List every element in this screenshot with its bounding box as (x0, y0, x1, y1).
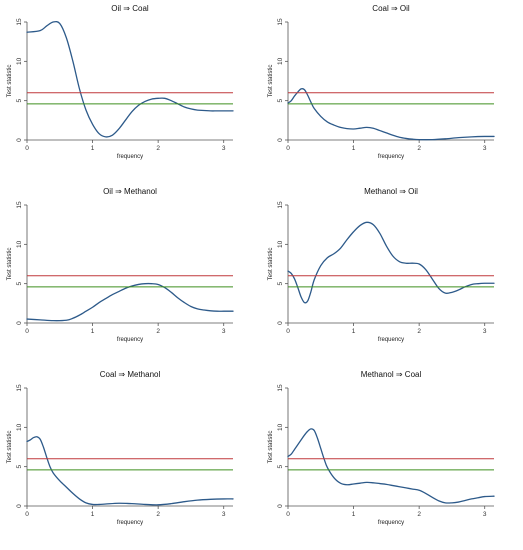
y-axis-label: Test statistic (7, 431, 13, 464)
x-tick-label: 2 (417, 511, 421, 518)
chart-panel: Methanol ⇒ Coal 0 5 10 15 0 1 2 3 frequency Test s… (261, 366, 522, 549)
test-statistic-line (287, 221, 495, 304)
y-tick-label: 15 (277, 18, 284, 26)
y-tick-label: 5 (277, 281, 284, 285)
y-tick-label: 0 (16, 138, 23, 142)
y-tick-label: 10 (277, 240, 284, 248)
chart-title: Coal ⇒ Oil (372, 4, 410, 13)
y-axis-label: Test statistic (268, 431, 274, 464)
y-axis-label: Test statistic (268, 65, 274, 98)
x-tick-label: 2 (417, 328, 421, 335)
chart-panel: Coal ⇒ Oil 0 5 10 15 0 1 2 3 frequency Test statis… (261, 0, 522, 183)
y-tick-label: 10 (277, 423, 284, 431)
x-tick-label: 0 (286, 511, 290, 518)
y-tick-label: 10 (277, 57, 284, 65)
y-tick-label: 15 (277, 384, 284, 392)
test-statistic-line (287, 88, 495, 141)
y-axis-label: Test statistic (7, 248, 13, 281)
chart-title: Methanol ⇒ Oil (364, 187, 418, 196)
chart-title: Methanol ⇒ Coal (361, 370, 422, 379)
x-tick-label: 0 (286, 328, 290, 335)
x-tick-label: 3 (222, 328, 226, 335)
x-tick-label: 2 (156, 145, 160, 152)
chart-panel: Coal ⇒ Methanol 0 5 10 15 0 1 2 3 frequency Test s… (0, 366, 261, 549)
x-axis-label: frequency (117, 154, 143, 160)
chart-title: Oil ⇒ Methanol (103, 187, 157, 196)
y-tick-label: 15 (16, 384, 23, 392)
chart-panel: Oil ⇒ Methanol 0 5 10 15 0 1 2 3 frequency Test st… (0, 183, 261, 366)
x-tick-label: 1 (352, 328, 356, 335)
y-tick-label: 0 (16, 321, 23, 325)
y-tick-label: 10 (16, 57, 23, 65)
y-axis-label: Test statistic (7, 65, 13, 98)
x-tick-label: 1 (91, 328, 95, 335)
y-tick-label: 5 (16, 464, 23, 468)
x-tick-label: 0 (286, 145, 290, 152)
x-tick-label: 1 (91, 145, 95, 152)
y-tick-label: 5 (277, 98, 284, 102)
x-axis-label: frequency (117, 337, 143, 343)
x-tick-label: 3 (483, 145, 487, 152)
y-tick-label: 15 (277, 201, 284, 209)
x-tick-label: 1 (352, 145, 356, 152)
chart-panel: Methanol ⇒ Oil 0 5 10 15 0 1 2 3 frequency Test st… (261, 183, 522, 366)
chart-title: Coal ⇒ Methanol (100, 370, 161, 379)
x-axis-label: frequency (378, 154, 404, 160)
x-tick-label: 2 (156, 328, 160, 335)
test-statistic-line (287, 428, 495, 504)
x-tick-label: 3 (222, 145, 226, 152)
x-tick-label: 3 (222, 511, 226, 518)
chart-svg: Coal ⇒ Oil 0 5 10 15 0 1 2 3 frequency Test statis… (268, 4, 495, 160)
y-axis-label: Test statistic (268, 248, 274, 281)
x-tick-label: 2 (417, 145, 421, 152)
x-tick-label: 2 (156, 511, 160, 518)
test-statistic-line (26, 436, 234, 506)
x-tick-label: 3 (483, 511, 487, 518)
y-tick-label: 0 (16, 504, 23, 508)
chart-title: Oil ⇒ Coal (111, 4, 149, 13)
chart-svg: Oil ⇒ Coal 0 5 10 15 0 1 2 3 frequency Test statis… (7, 4, 234, 160)
chart-svg: Coal ⇒ Methanol 0 5 10 15 0 1 2 3 frequency Test s… (7, 370, 234, 526)
chart-svg: Methanol ⇒ Coal 0 5 10 15 0 1 2 3 frequency Test s… (268, 370, 495, 526)
y-tick-label: 5 (16, 281, 23, 285)
x-axis-label: frequency (378, 337, 404, 343)
y-tick-label: 15 (16, 18, 23, 26)
chart-panel: Oil ⇒ Coal 0 5 10 15 0 1 2 3 frequency Test statis… (0, 0, 261, 183)
chart-svg: Oil ⇒ Methanol 0 5 10 15 0 1 2 3 frequency Test st… (7, 187, 234, 343)
x-tick-label: 1 (352, 511, 356, 518)
y-tick-label: 0 (277, 138, 284, 142)
y-tick-label: 5 (277, 464, 284, 468)
x-tick-label: 1 (91, 511, 95, 518)
x-tick-label: 0 (25, 328, 29, 335)
x-axis-label: frequency (117, 520, 143, 526)
chart-svg: Methanol ⇒ Oil 0 5 10 15 0 1 2 3 frequency Test st… (268, 187, 495, 343)
x-tick-label: 0 (25, 511, 29, 518)
test-statistic-line (26, 282, 234, 322)
test-statistic-line (26, 20, 234, 138)
y-tick-label: 15 (16, 201, 23, 209)
x-tick-label: 3 (483, 328, 487, 335)
x-tick-label: 0 (25, 145, 29, 152)
y-tick-label: 10 (16, 423, 23, 431)
y-tick-label: 5 (16, 98, 23, 102)
y-tick-label: 0 (277, 504, 284, 508)
x-axis-label: frequency (378, 520, 404, 526)
y-tick-label: 10 (16, 240, 23, 248)
y-tick-label: 0 (277, 321, 284, 325)
